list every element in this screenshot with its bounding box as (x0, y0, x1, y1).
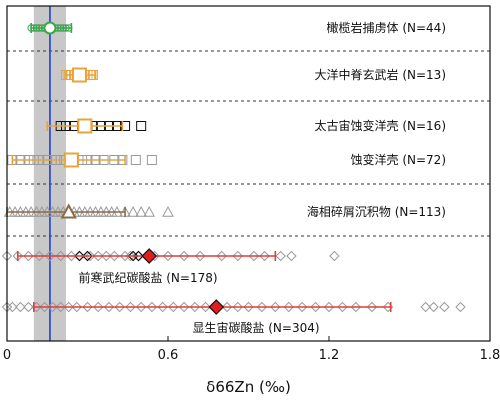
group-separators (7, 50, 490, 237)
data-point (23, 301, 34, 313)
data-point (256, 301, 268, 313)
data-point (136, 121, 147, 131)
data-point (125, 301, 136, 313)
group-label: 橄榄岩捕虏体 (N=44) (327, 20, 446, 35)
data-point (7, 301, 18, 313)
data-point (232, 301, 243, 313)
data-point (66, 250, 77, 262)
data-point (248, 250, 260, 262)
mean-marker (60, 203, 77, 219)
mean-marker (71, 67, 87, 83)
data-point (455, 301, 466, 313)
data-point (189, 301, 201, 313)
mean-marker (63, 152, 79, 168)
data-point (259, 250, 270, 262)
data-point (15, 301, 26, 313)
data-point (178, 250, 190, 262)
data-point (296, 301, 308, 313)
data-point (74, 250, 85, 262)
data-point (47, 301, 58, 313)
mean-marker (43, 21, 57, 35)
mean-marker (208, 299, 225, 315)
data-point (337, 301, 348, 313)
data-point (232, 250, 243, 262)
data-point (101, 250, 112, 262)
data-point (130, 155, 141, 165)
data-point (428, 301, 439, 313)
x-axis-title: δ66Zn (‰) (206, 378, 291, 396)
data-point (157, 301, 168, 313)
data-point (329, 250, 340, 262)
data-point (323, 301, 335, 313)
data-point (270, 301, 281, 313)
data-point (275, 250, 286, 262)
group-label: 太古宙蚀变洋壳 (N=16) (315, 118, 446, 133)
data-point (135, 205, 148, 217)
group-3 (7, 152, 157, 168)
x-tick-label: 1.2 (319, 348, 340, 363)
data-point (23, 250, 34, 262)
group-label: 蚀变洋壳 (N=72) (351, 152, 446, 167)
data-point (200, 301, 211, 313)
group-0 (27, 21, 73, 35)
plot-frame (6, 5, 491, 342)
data-point (310, 301, 321, 313)
group-6 (1, 299, 466, 315)
group-4 (3, 203, 174, 219)
data-point (194, 250, 206, 262)
data-point (286, 250, 297, 262)
group-label: 海相碎屑沉积物 (N=113) (307, 204, 446, 219)
group-label: 大洋中脊玄武岩 (N=13) (315, 67, 446, 82)
data-point (243, 301, 254, 313)
data-point (82, 250, 93, 262)
data-point (114, 301, 125, 313)
group-label: 显生宙碳酸盐 (N=304) (192, 320, 319, 335)
group-2 (46, 118, 147, 134)
data-point (71, 301, 82, 313)
data-point (420, 301, 431, 313)
data-point (93, 301, 104, 313)
data-point (133, 250, 144, 262)
x-tick-label: 0.6 (158, 348, 179, 363)
data-point (82, 301, 93, 313)
data-point (168, 301, 179, 313)
data-point (55, 250, 66, 262)
data-point (109, 250, 120, 262)
data-point (135, 301, 147, 313)
data-point (143, 205, 156, 217)
data-point (33, 250, 45, 262)
data-point (162, 205, 174, 217)
data-point (103, 301, 115, 313)
group-1 (61, 67, 98, 83)
data-point (216, 250, 227, 262)
data-point (146, 301, 158, 313)
data-point (55, 301, 66, 313)
group-5 (1, 248, 340, 264)
data-point (84, 250, 96, 262)
data-point (162, 250, 174, 262)
data-marks (1, 21, 466, 315)
data-point (93, 250, 104, 262)
data-point (63, 301, 74, 313)
data-point (125, 250, 136, 262)
data-point (350, 301, 362, 313)
data-point (146, 155, 157, 165)
mean-marker (77, 118, 93, 134)
data-point (127, 205, 139, 217)
data-point (283, 301, 294, 313)
x-axis-ticks: 0 0.6 1.2 1.8 (3, 336, 500, 363)
group-label: 前寒武纪碳酸盐 (N=178) (78, 270, 217, 285)
data-point (178, 301, 190, 313)
group-labels: 橄榄岩捕虏体 (N=44) 大洋中脊玄武岩 (N=13) 太古宙蚀变洋壳 (N=16… (78, 20, 446, 335)
mean-marker (141, 248, 158, 264)
x-tick-label: 1.8 (480, 348, 500, 363)
data-point (44, 250, 56, 262)
data-point (439, 301, 450, 313)
data-point (39, 301, 50, 313)
data-point (221, 301, 233, 313)
x-tick-label: 0 (3, 348, 11, 363)
data-point (366, 301, 378, 313)
